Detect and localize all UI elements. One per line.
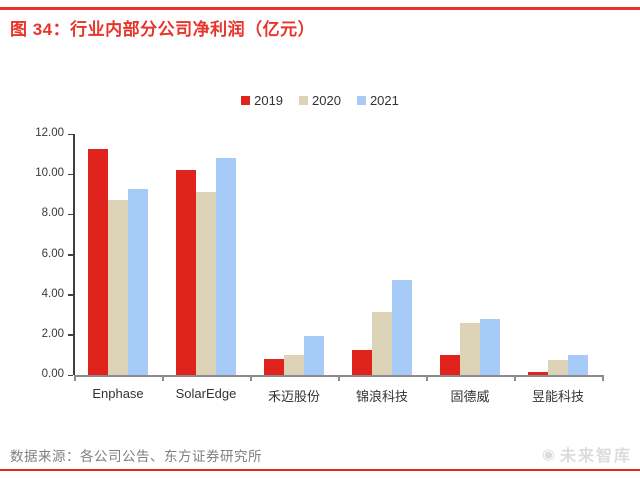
bar-Enphase-2019 [88, 149, 108, 375]
y-axis-tick [68, 133, 73, 135]
y-axis-tick [68, 213, 73, 216]
x-axis-category-label: SolarEdge [175, 386, 237, 401]
x-axis-category-label: 禾迈股份 [267, 389, 320, 404]
y-axis-tick [68, 374, 73, 376]
x-axis-category-label: 锦浪科技 [355, 389, 408, 404]
bar-锦浪科技-2020 [372, 311, 392, 375]
y-axis-tick [68, 334, 73, 336]
bottom-red-rule [0, 469, 640, 471]
legend-label: 2021 [369, 92, 399, 108]
bar-禾迈股份-2020 [284, 354, 304, 375]
watermark-text: 未来智库 [559, 448, 632, 465]
x-axis-tick [74, 375, 76, 381]
legend-swatch-2021 [356, 95, 366, 105]
x-axis-category-label: Enphase [92, 386, 144, 401]
legend-item-2019: 2019 [241, 93, 283, 108]
legend-item-2021: 2021 [356, 92, 399, 108]
bar-SolarEdge-2020 [196, 192, 216, 375]
y-axis-tick-label: 6.00 [41, 247, 64, 260]
top-red-rule [0, 7, 640, 10]
y-axis-tick-label: 10.00 [35, 167, 64, 180]
bar-Enphase-2021 [128, 189, 148, 375]
bar-锦浪科技-2021 [392, 279, 412, 375]
y-axis-tick-label: 8.00 [41, 207, 64, 220]
watermark-logo-icon: ◉ [541, 446, 557, 463]
x-axis-tick [602, 375, 604, 381]
bar-昱能科技-2019 [528, 371, 548, 375]
x-axis-tick [162, 375, 164, 381]
bar-锦浪科技-2019 [352, 349, 372, 375]
x-axis-tick [426, 375, 428, 381]
bar-禾迈股份-2021 [304, 335, 324, 375]
bar-SolarEdge-2021 [216, 158, 236, 375]
bar-昱能科技-2021 [568, 354, 588, 375]
chart-legend: 2019 2020 2021 [0, 91, 640, 109]
bar-Enphase-2020 [108, 200, 128, 375]
y-axis-tick [68, 173, 73, 176]
y-axis-tick-label: 12.00 [35, 127, 64, 139]
y-axis-tick-label: 2.00 [41, 327, 64, 340]
bar-固德威-2021 [480, 318, 500, 375]
x-axis-tick [338, 375, 340, 381]
legend-label: 2019 [254, 92, 284, 108]
y-axis-line [73, 134, 75, 375]
bar-禾迈股份-2019 [264, 358, 284, 375]
bar-固德威-2020 [460, 322, 480, 375]
data-source-note: 数据来源：各公司公告、东方证券研究所 [10, 449, 262, 464]
y-axis-tick-label: 4.00 [41, 287, 64, 300]
bar-昱能科技-2020 [548, 359, 568, 375]
legend-label: 2020 [312, 92, 341, 108]
y-axis-tick [68, 294, 73, 296]
x-axis-tick [250, 375, 252, 381]
bar-固德威-2019 [440, 354, 460, 375]
legend-swatch-2019 [241, 95, 251, 105]
figure-title: 图 34：行业内部分公司净利润（亿元） [10, 20, 316, 39]
y-axis-tick-label: 0.00 [41, 368, 64, 380]
x-axis-tick [514, 375, 516, 381]
x-axis-category-label: 固德威 [450, 389, 490, 404]
x-axis-category-label: 昱能科技 [531, 389, 584, 404]
y-axis-tick [68, 254, 73, 256]
legend-item-2020: 2020 [299, 93, 341, 108]
bar-SolarEdge-2019 [176, 170, 196, 375]
bar-chart: 0.00 2.00 4.00 6.00 8.00 10.00 12.00 Enphase Sol… [0, 125, 640, 420]
watermark: ◉ 未来智库 [542, 442, 632, 466]
legend-swatch-2020 [299, 95, 309, 105]
